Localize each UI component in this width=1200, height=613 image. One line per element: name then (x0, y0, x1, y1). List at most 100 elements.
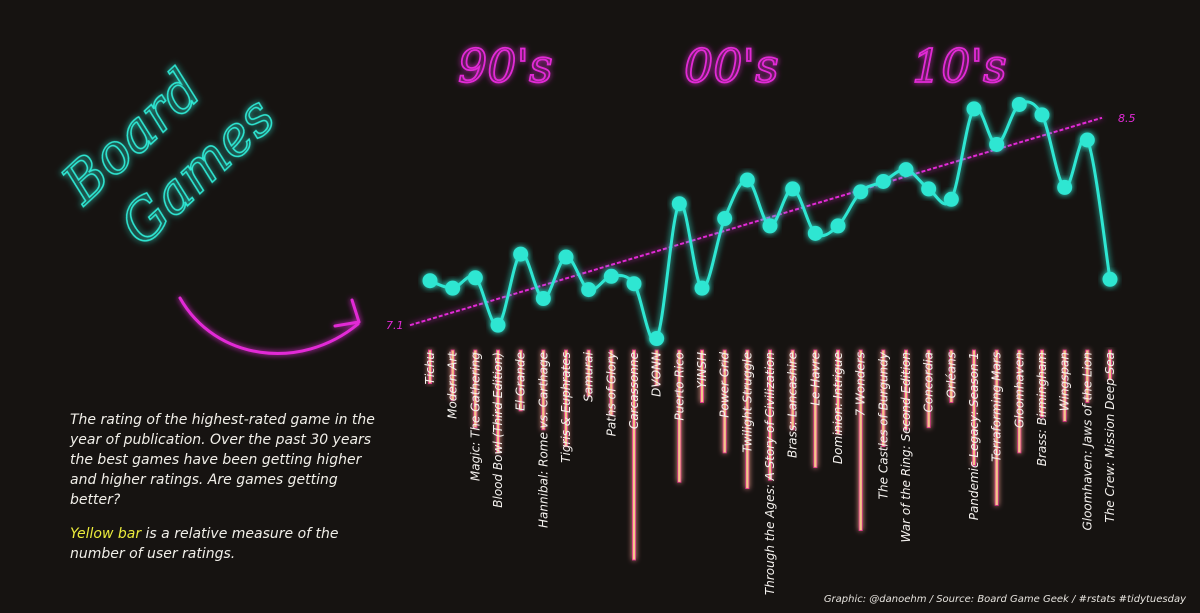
game-label: El Grande (514, 352, 528, 411)
description-paragraph-2-rest: is a relative measure of the number of u… (70, 526, 339, 562)
rating-point (943, 191, 959, 207)
rating-point (603, 268, 619, 284)
trend-end-label: 8.5 (1118, 112, 1136, 125)
user-rating-bar (700, 349, 705, 403)
game-label: Terraforming Mars (990, 352, 1004, 462)
rating-point (898, 162, 914, 178)
game-label: The Crew: Mission Deep Sea (1103, 352, 1117, 523)
user-rating-bar (473, 349, 478, 429)
rating-point (694, 280, 710, 296)
user-rating-bar (972, 349, 977, 466)
user-rating-bar (1085, 349, 1090, 403)
game-label: Blood Bowl (Third Edition) (491, 352, 505, 508)
user-rating-bar (654, 349, 659, 387)
user-rating-bar (609, 349, 614, 416)
rating-point (875, 173, 891, 189)
game-label: Dominion: Intrigue (831, 352, 845, 464)
rating-point (626, 276, 642, 292)
decade-label-90s: 90's (458, 39, 553, 93)
rating-point (921, 181, 937, 197)
rating-point (1011, 96, 1027, 112)
game-label: Concordia (922, 352, 936, 413)
decade-label-00s: 00's (684, 39, 779, 93)
chart-title: Board Games (48, 56, 287, 258)
decade-label-10s: 10's (912, 39, 1007, 93)
game-label: Brass: Birmingham (1035, 352, 1049, 466)
game-label: Modern Art (446, 351, 460, 419)
user-rating-bar (495, 349, 500, 454)
rating-point (785, 181, 801, 197)
arrow-icon (178, 296, 361, 355)
user-rating-bar (858, 349, 863, 532)
trend-line (409, 116, 1103, 327)
user-rating-bar (586, 349, 591, 397)
credit-line: Graphic: @danoehm / Source: Board Game G… (823, 594, 1186, 605)
rating-point (853, 184, 869, 200)
description-paragraph-2: Yellow bar is a relative measure of the … (70, 524, 380, 564)
user-rating-bar (722, 349, 727, 454)
game-label: Gloomhaven: Jaws of the Lion (1080, 352, 1094, 531)
game-label: Tigris & Euphrates (559, 352, 573, 463)
user-rating-bar (427, 349, 432, 384)
game-label: Le Havre (808, 352, 822, 406)
rating-point (1102, 271, 1118, 287)
game-label: Tichu (423, 352, 437, 385)
game-label: Hannibal: Rome vs. Carthage (536, 352, 550, 528)
rating-point (422, 273, 438, 289)
rating-point (830, 218, 846, 234)
rating-point (558, 249, 574, 265)
rating-point (762, 218, 778, 234)
game-label: Puerto Rico (672, 352, 686, 421)
user-rating-bar (926, 349, 931, 429)
game-labels: Tichu Modern Art Magic: The Gathering Blood… (423, 351, 1117, 595)
game-label: 7 Wonders (854, 352, 868, 416)
user-rating-bar (994, 349, 999, 506)
user-rating-bar (768, 349, 773, 481)
rating-point (989, 136, 1005, 152)
user-rating-bar (632, 349, 637, 561)
user-rating-bar (1108, 349, 1113, 380)
rating-point (1034, 107, 1050, 123)
rating-point (649, 331, 665, 347)
user-rating-bar (790, 349, 795, 431)
user-rating-bar (518, 349, 523, 412)
user-rating-bar (450, 349, 455, 401)
game-label: Power Grid (718, 352, 732, 418)
rating-point (717, 211, 733, 227)
game-label: DVONN (650, 352, 664, 397)
rating-point (490, 317, 506, 333)
rating-point (966, 101, 982, 117)
game-label: Twilight Struggle (740, 352, 754, 453)
game-label: Magic: The Gathering (468, 352, 482, 481)
description-paragraph-1: The rating of the highest-rated game in … (70, 412, 375, 508)
rating-point (581, 282, 597, 298)
game-label: Wingspan (1058, 352, 1072, 411)
rating-points (422, 96, 1118, 347)
user-rating-bar (1017, 349, 1022, 454)
user-rating-bar (541, 349, 546, 431)
game-label: Orléans (944, 352, 958, 398)
game-label: War of the Ring: Second Edition (899, 352, 913, 542)
user-rating-bar (1040, 349, 1045, 418)
game-label: Through the Ages: A Story of Civilizatio… (763, 352, 777, 595)
rating-point (1079, 132, 1095, 148)
user-rating-bar (677, 349, 682, 483)
user-rating-bar (881, 349, 886, 447)
trend-start-label: 7.1 (386, 319, 404, 332)
game-label: Brass: Lancashire (786, 352, 800, 458)
rating-point (671, 196, 687, 212)
rating-point (807, 225, 823, 241)
rating-point (739, 172, 755, 188)
user-rating-bar (745, 349, 750, 490)
user-rating-bar (836, 349, 841, 435)
game-label: The Castles of Burgundy (876, 351, 890, 499)
description: The rating of the highest-rated game in … (70, 410, 380, 578)
rating-point (467, 270, 483, 286)
game-label: Pandemic Legacy: Season 1 (967, 352, 981, 520)
rating-point (1057, 179, 1073, 195)
user-rating-bar (949, 349, 954, 403)
user-rating-bar (1062, 349, 1067, 422)
game-label: Samurai (582, 351, 596, 402)
rating-point (513, 246, 529, 262)
